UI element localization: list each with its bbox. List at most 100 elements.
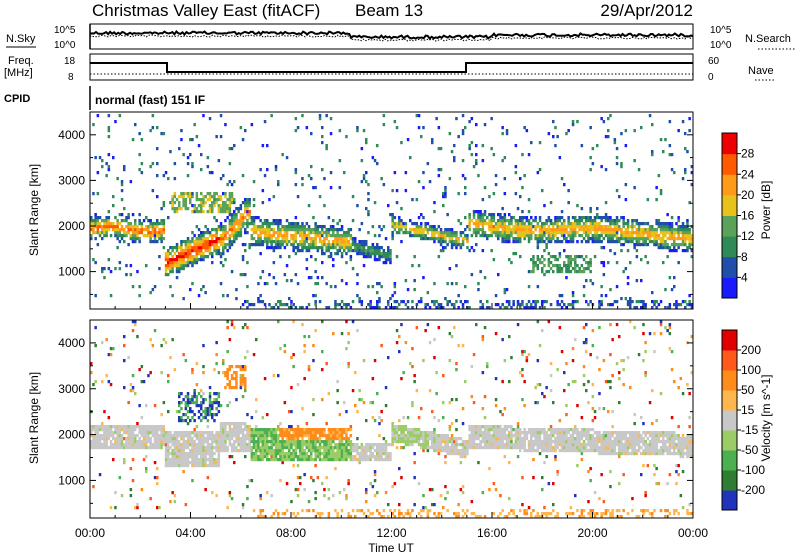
power-cell [149,240,152,243]
power-cell [585,225,588,228]
power-cell [526,216,529,219]
power-cell [101,270,104,273]
velocity-cell [240,446,243,449]
power-cell [640,258,643,261]
power-cell [141,162,144,165]
velocity-cell [449,440,452,443]
velocity-cell [257,443,260,446]
power-cell [244,300,247,303]
velocity-cell [136,446,139,449]
power-cell [490,216,493,219]
power-cell [466,300,469,303]
velocity-cell [279,452,282,455]
power-cell [248,222,251,225]
velocity-cell [336,434,339,437]
power-cell [108,126,111,129]
velocity-cell [200,440,203,443]
y-tick-label: 4000 [58,128,85,142]
power-cell [231,222,234,225]
power-cell [484,210,487,213]
velocity-cell [266,491,269,494]
velocity-cell [424,434,427,437]
power-cell [383,252,386,255]
velocity-cell [295,455,298,458]
power-cell [565,264,568,267]
velocity-cell [134,323,137,326]
velocity-cell [416,326,419,329]
power-cell [477,288,480,291]
power-cell [284,231,287,234]
power-cell [202,258,205,261]
power-cell [178,147,181,150]
power-cell [189,288,192,291]
velocity-cell [224,425,227,428]
power-cell [614,234,617,237]
power-cell [570,303,573,306]
velocity-cell [171,443,174,446]
power-cell [490,222,493,225]
velocity-cell [114,440,117,443]
noise-sky-label: N.Sky [6,33,36,45]
power-cell [215,219,218,222]
velocity-cell [275,452,278,455]
power-cell [554,231,557,234]
velocity-cell [248,434,251,437]
power-cell [627,228,630,231]
velocity-cell [319,449,322,452]
power-cell [466,237,469,240]
velocity-cell [180,437,183,440]
power-cell [563,303,566,306]
power-cell [255,228,258,231]
power-cell [215,231,218,234]
velocity-cell [163,425,166,428]
power-cell [409,219,412,222]
power-cell [669,222,672,225]
velocity-cell [303,455,306,458]
velocity-cell [374,494,377,497]
velocity-cell [213,458,216,461]
power-cell [108,165,111,168]
power-cell [251,237,254,240]
velocity-cell [325,455,328,458]
velocity-cell [306,440,309,443]
velocity-cell [202,410,205,413]
power-cell [295,216,298,219]
velocity-cell [191,446,194,449]
power-cell [603,225,606,228]
power-cell [336,231,339,234]
power-cell [387,252,390,255]
power-cell [686,237,689,240]
power-cell [402,231,405,234]
power-cell [266,246,269,249]
power-cell [622,219,625,222]
velocity-cell [202,440,205,443]
power-cell [614,219,617,222]
velocity-cell [367,446,370,449]
velocity-cell [314,443,317,446]
velocity-cell [303,344,306,347]
power-cell [427,231,430,234]
power-cell [534,219,537,222]
velocity-cell [281,437,284,440]
velocity-cell [257,458,260,461]
power-cell [279,243,282,246]
power-cell [587,264,590,267]
velocity-cell [196,425,199,428]
velocity-cell [215,446,218,449]
velocity-cell [363,455,366,458]
power-cell [325,114,328,117]
power-cell [209,207,212,210]
velocity-cell [165,455,168,458]
velocity-cell [246,437,249,440]
velocity-cell [116,425,119,428]
velocity-cell [178,395,181,398]
power-cell [308,204,311,207]
velocity-cell [297,476,300,479]
velocity-cell [301,455,304,458]
freq-label-line2: [MHz] [4,67,33,79]
power-cell [182,204,185,207]
velocity-cell [297,458,300,461]
power-cell [99,156,102,159]
power-cell [244,204,247,207]
velocity-cell [94,425,97,428]
